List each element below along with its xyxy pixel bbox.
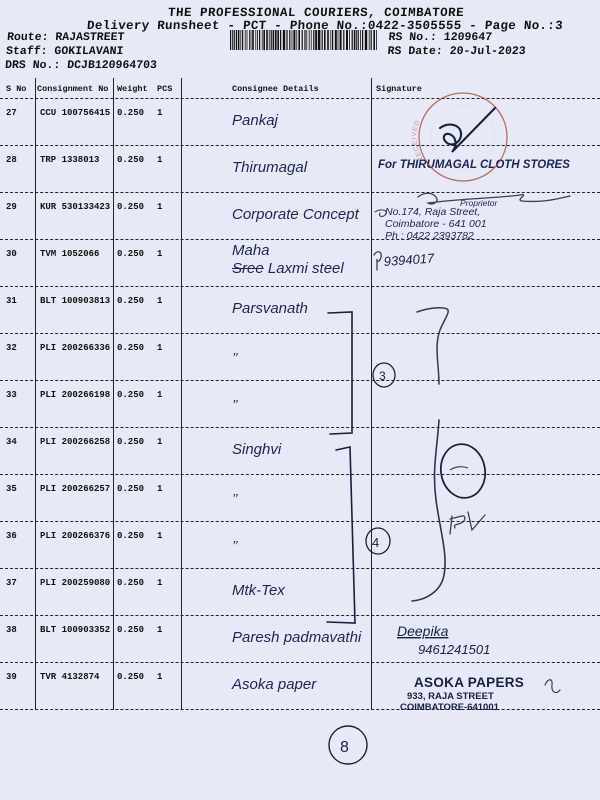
svg-text:3: 3 <box>379 369 386 383</box>
svg-text:9461241501: 9461241501 <box>418 642 490 657</box>
svg-text:8: 8 <box>340 739 349 756</box>
svg-text:COIMBATORE-641001: COIMBATORE-641001 <box>400 702 500 713</box>
svg-text:ASOKA PAPERS: ASOKA PAPERS <box>414 675 524 690</box>
svg-text:RECEIVED: RECEIVED <box>411 119 425 163</box>
svg-text:933, RAJA STREET: 933, RAJA STREET <box>407 691 494 702</box>
svg-text:Deepika: Deepika <box>397 623 449 639</box>
svg-text:4: 4 <box>372 535 379 550</box>
svg-text:9394017: 9394017 <box>383 250 435 269</box>
